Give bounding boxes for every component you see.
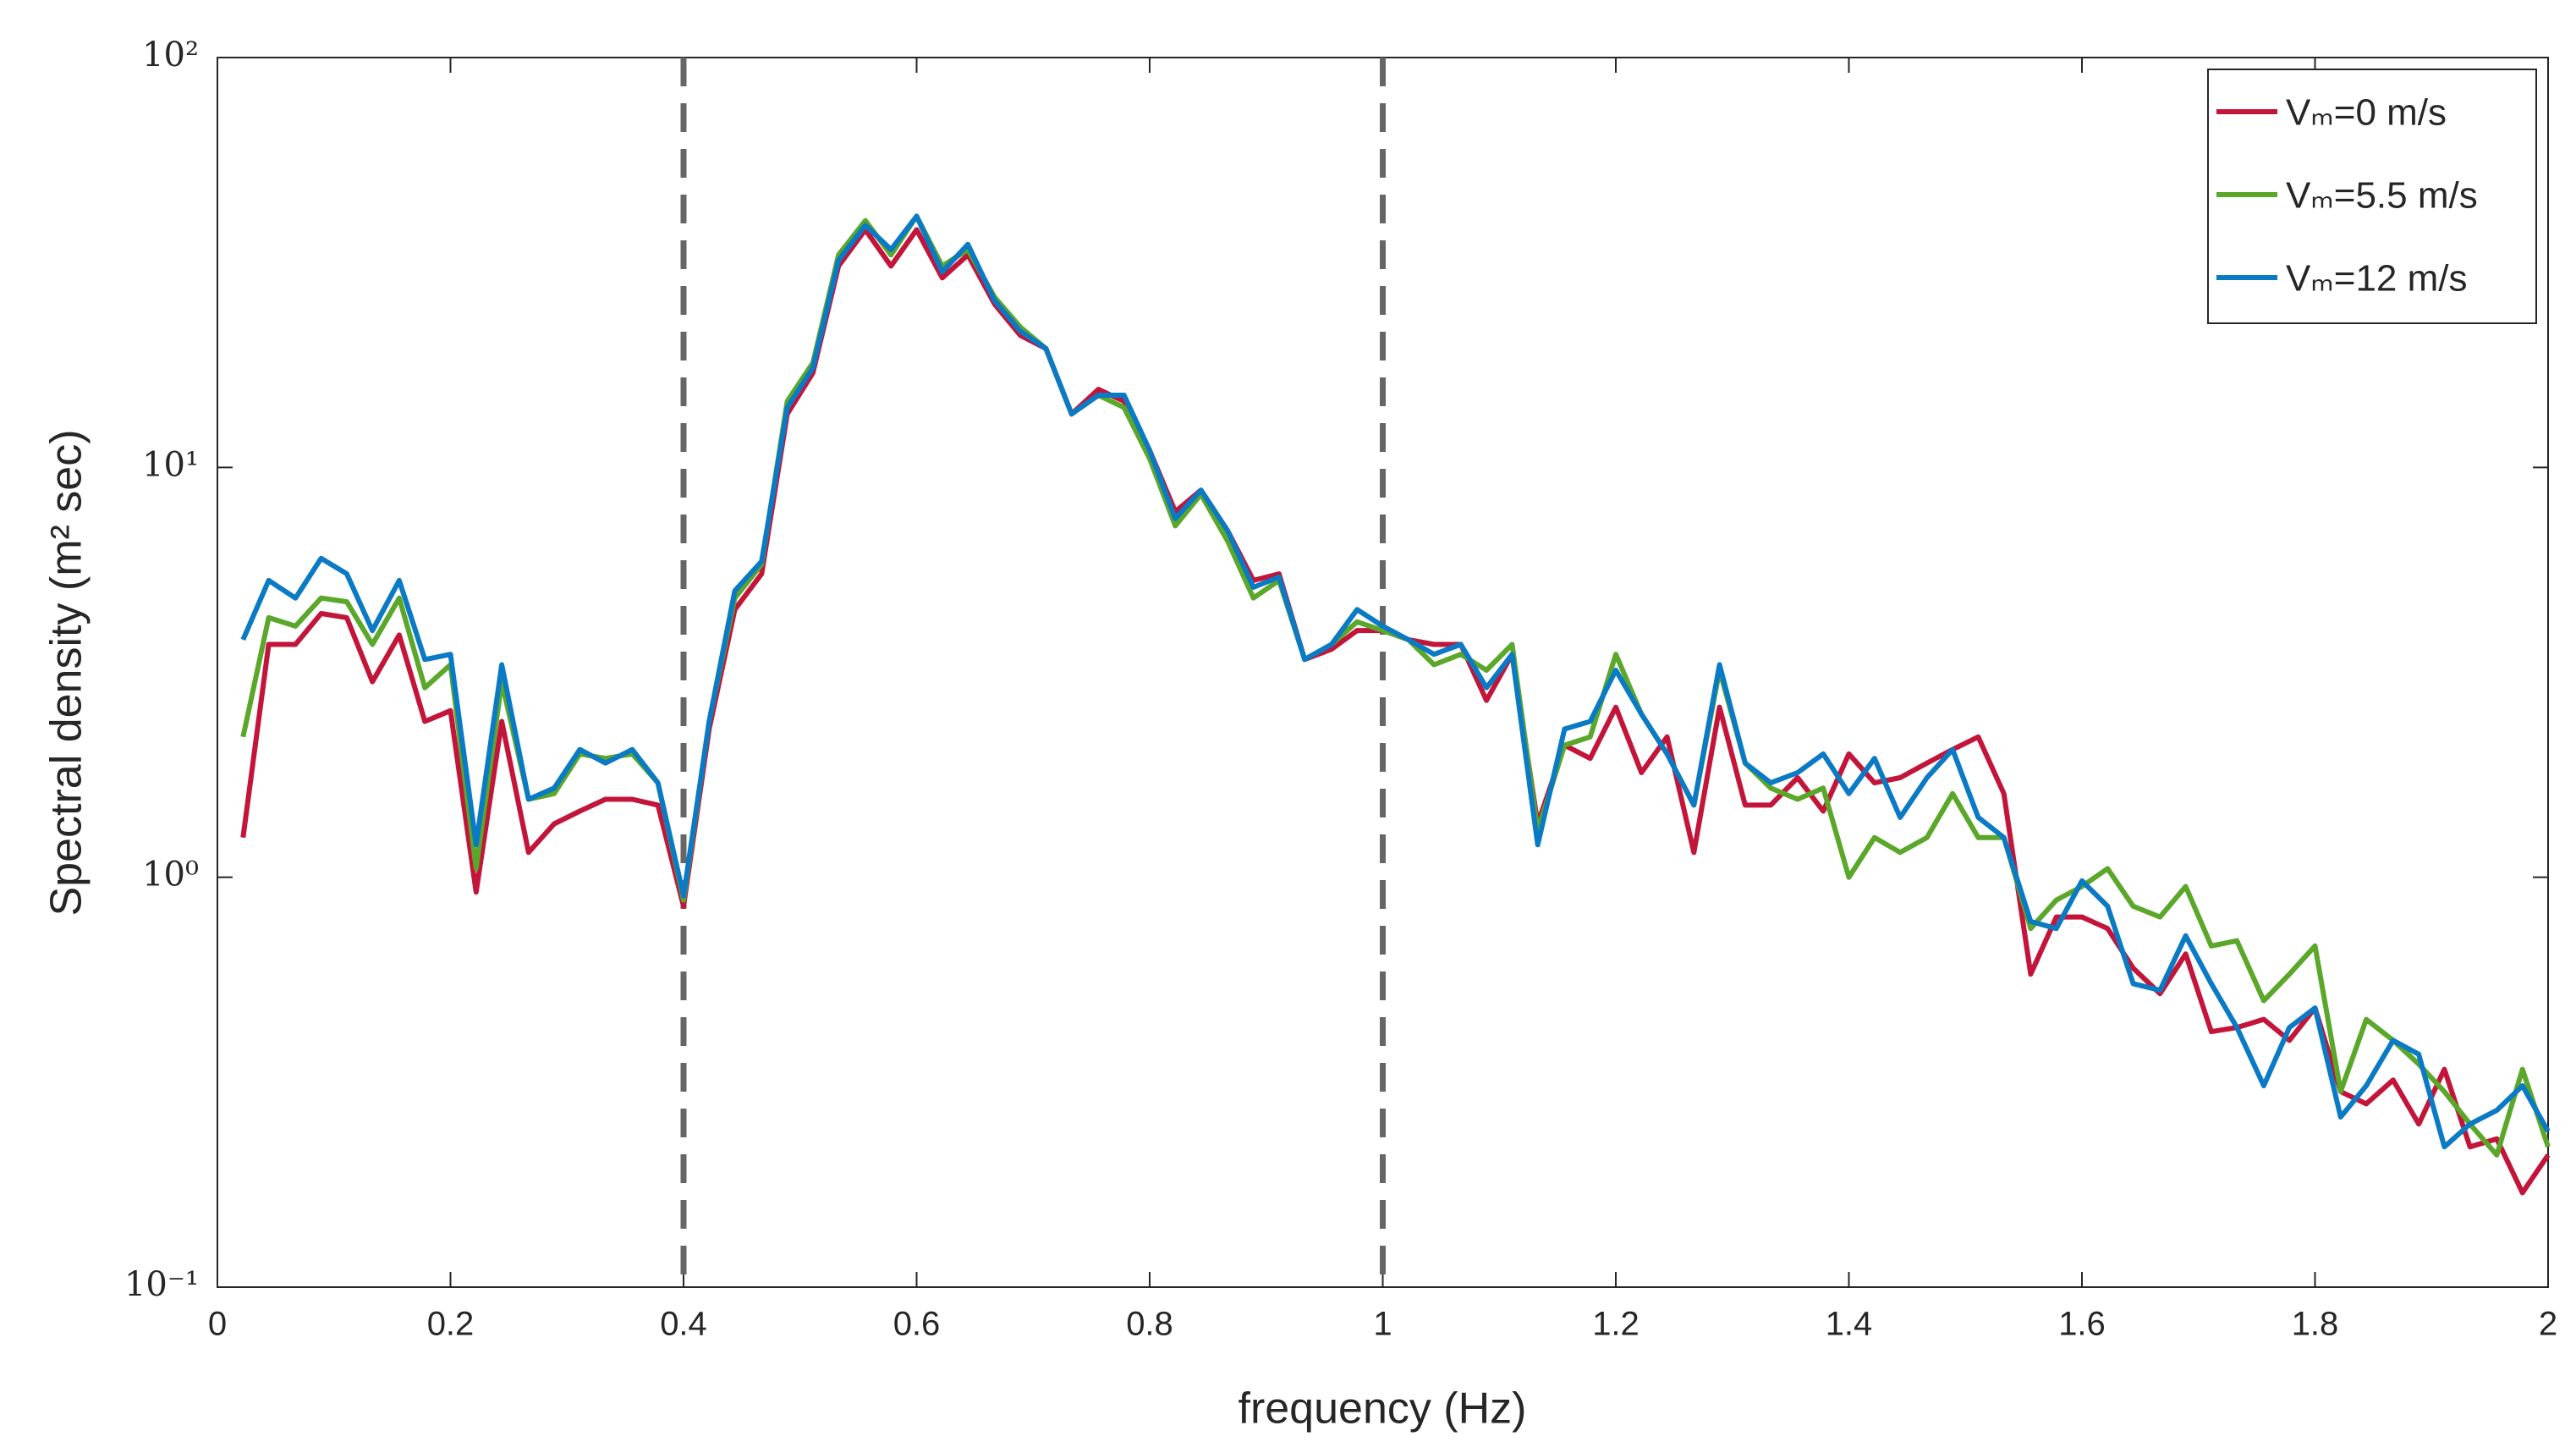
legend: Vₘ=0 m/s Vₘ=5.5 m/s Vₘ=12 m/s <box>2207 69 2537 324</box>
x-tick-label: 1.2 <box>1592 1306 1640 1343</box>
x-tick-label: 1.8 <box>2292 1306 2339 1343</box>
legend-label: Vₘ=12 m/s <box>2286 258 2468 300</box>
x-tick-label: 1 <box>1373 1306 1392 1343</box>
y-axis-label: Spectral density (m² sec) <box>42 429 91 916</box>
series-line <box>240 227 2551 1196</box>
x-tick-label: 2 <box>2539 1306 2557 1343</box>
y-tick-label: 10² <box>142 36 199 74</box>
y-tick-label: 10¹ <box>142 445 199 484</box>
x-tick-label: 1.4 <box>1826 1306 1873 1343</box>
x-tick-label: 0.8 <box>1126 1306 1173 1343</box>
x-tick-label: 1.6 <box>2058 1306 2106 1343</box>
series-line <box>240 213 2551 1158</box>
x-tick-label: 0.4 <box>660 1306 707 1343</box>
x-tick-label: 0.2 <box>427 1306 475 1343</box>
legend-label: Vₘ=5.5 m/s <box>2286 175 2478 217</box>
series-line <box>240 213 2551 1150</box>
x-tick-label: 0.6 <box>893 1306 941 1343</box>
y-tick-label: 10⁰ <box>142 856 199 894</box>
x-tick-label: 0 <box>208 1306 227 1343</box>
x-axis-label: frequency (Hz) <box>1239 1384 1527 1434</box>
y-tick-label: 10⁻¹ <box>124 1265 199 1304</box>
legend-label: Vₘ=0 m/s <box>2286 92 2447 134</box>
